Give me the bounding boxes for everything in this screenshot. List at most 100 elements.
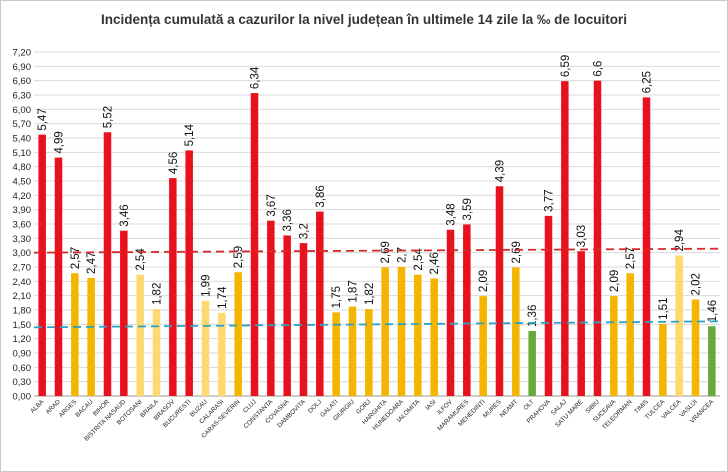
bar xyxy=(675,255,683,396)
data-label: 5,14 xyxy=(184,123,196,146)
data-label: 1,46 xyxy=(707,300,719,322)
data-label: 3,46 xyxy=(119,204,131,226)
y-tick-label: 7,20 xyxy=(13,48,32,59)
bar xyxy=(365,309,373,396)
threshold-line-low xyxy=(33,320,721,329)
bar xyxy=(234,272,242,396)
data-label: 3,67 xyxy=(266,194,278,216)
bar xyxy=(54,157,63,396)
data-label: 1,99 xyxy=(201,275,213,297)
category-label: OLT xyxy=(522,398,535,411)
y-tick-label: 6,90 xyxy=(13,62,32,73)
bar xyxy=(495,186,504,396)
category-label: IASI xyxy=(424,398,438,412)
y-tick-label: 2,40 xyxy=(13,277,32,288)
y-tick-label: 1,50 xyxy=(13,320,32,331)
data-label: 1,87 xyxy=(348,280,360,302)
y-tick-label: 5,10 xyxy=(13,148,32,159)
y-tick-label: 6,60 xyxy=(13,76,32,87)
y-tick-label: 6,30 xyxy=(13,91,32,102)
data-label: 1,82 xyxy=(152,283,164,305)
data-label: 3,2 xyxy=(299,223,311,239)
y-tick-label: 3,30 xyxy=(13,234,32,245)
category-label: NEAMT xyxy=(499,398,520,419)
data-label: 2,46 xyxy=(429,252,441,274)
bar xyxy=(528,331,536,396)
data-label: 1,75 xyxy=(331,286,343,308)
data-label: 3,59 xyxy=(462,198,474,220)
data-label: 2,02 xyxy=(691,273,703,295)
data-label: 2,94 xyxy=(674,229,686,252)
bar xyxy=(397,267,406,396)
bar xyxy=(201,300,210,396)
data-label: 4,39 xyxy=(495,160,507,182)
data-label: 6,25 xyxy=(642,71,654,93)
bar xyxy=(332,312,340,396)
bar xyxy=(512,267,520,396)
bar xyxy=(381,267,389,396)
bar xyxy=(544,215,553,396)
data-label: 3,77 xyxy=(544,189,556,211)
data-label: 2,47 xyxy=(86,252,98,274)
y-tick-label: 0,30 xyxy=(13,377,32,388)
bar xyxy=(659,323,667,396)
data-label: 3,48 xyxy=(446,203,458,225)
bar xyxy=(103,132,112,396)
y-tick-label: 0,60 xyxy=(13,363,32,374)
data-label: 2,54 xyxy=(135,248,147,271)
data-label: 2,09 xyxy=(609,270,621,292)
y-tick-label: 0,90 xyxy=(13,349,32,360)
data-label: 2,7 xyxy=(397,247,409,263)
data-label: 4,56 xyxy=(168,152,180,174)
bar xyxy=(185,150,193,396)
data-label: 5,47 xyxy=(37,108,49,130)
y-tick-label: 2,70 xyxy=(13,263,32,274)
data-label: 1,36 xyxy=(527,305,539,327)
y-tick-label: 1,20 xyxy=(13,334,32,345)
bar xyxy=(169,178,177,396)
bar xyxy=(120,230,128,396)
bar xyxy=(691,299,700,396)
bar xyxy=(708,326,716,396)
y-tick-label: 4,20 xyxy=(13,191,32,202)
data-label: 2,09 xyxy=(478,270,490,292)
threshold-line-high xyxy=(33,247,721,254)
bar xyxy=(299,243,308,396)
y-tick-label: 2,10 xyxy=(13,291,32,302)
bar xyxy=(561,81,569,397)
bar xyxy=(283,235,291,396)
category-label: ALBA xyxy=(29,398,46,415)
bar xyxy=(610,296,618,396)
bar xyxy=(446,229,455,396)
bar xyxy=(136,274,144,396)
data-label: 1,51 xyxy=(658,297,670,319)
data-label: 3,36 xyxy=(282,209,294,231)
bar xyxy=(152,309,161,396)
y-tick-label: 3,90 xyxy=(13,205,32,216)
bar xyxy=(642,97,651,396)
data-label: 2,69 xyxy=(380,241,392,263)
y-tick-label: 6,00 xyxy=(13,105,32,116)
chart-title: Incidența cumulată a cazurilor la nivel … xyxy=(101,12,627,27)
y-tick-label: 4,80 xyxy=(13,162,32,173)
data-label: 1,74 xyxy=(217,286,229,309)
bar xyxy=(593,80,602,397)
data-label: 3,86 xyxy=(315,185,327,207)
y-tick-label: 0,00 xyxy=(13,392,32,403)
bar xyxy=(316,211,324,396)
bar xyxy=(250,93,259,396)
bar xyxy=(463,224,471,396)
bar xyxy=(267,220,275,396)
bar xyxy=(38,134,46,396)
y-tick-label: 4,50 xyxy=(13,177,32,188)
bar xyxy=(87,277,95,396)
data-label: 2,57 xyxy=(625,247,637,269)
data-label: 2,59 xyxy=(233,246,245,268)
data-label: 3,03 xyxy=(576,225,588,247)
category-label: BACAU xyxy=(74,398,95,419)
bar xyxy=(626,273,634,396)
bar xyxy=(430,278,438,396)
data-label: 2,69 xyxy=(511,241,523,263)
bar xyxy=(218,312,226,396)
y-tick-label: 5,40 xyxy=(13,134,32,145)
